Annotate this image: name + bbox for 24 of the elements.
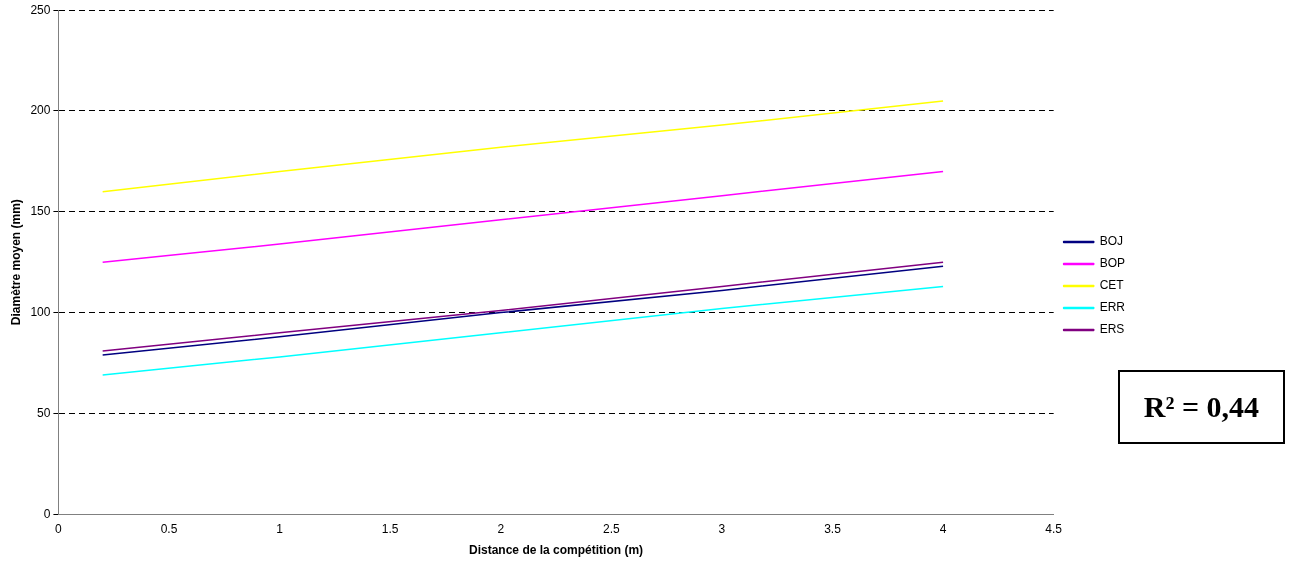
- y-tick-label: 200: [30, 103, 51, 118]
- y-tick-label: 150: [30, 204, 51, 219]
- x-tick-label: 2: [497, 521, 505, 536]
- legend-label: BOP: [1099, 256, 1125, 271]
- x-tick-label: 4.5: [1045, 521, 1063, 536]
- x-tick-label: 0.5: [160, 521, 178, 536]
- x-tick-label: 1.5: [381, 521, 399, 536]
- text: R² = 0,44: [1117, 370, 1285, 444]
- legend-label: ERS: [1099, 322, 1125, 337]
- y-tick-label: 0: [43, 506, 51, 521]
- x-tick-label: 2.5: [602, 521, 620, 536]
- x-axis-title: Distance de la compétition (m): [469, 543, 644, 558]
- x-tick-label: 1: [276, 521, 284, 536]
- x-tick-label: 3: [718, 521, 726, 536]
- x-tick-label: 3.5: [824, 521, 842, 536]
- y-tick-label: 100: [30, 304, 51, 319]
- y-axis-title: Diamètre moyen (mm): [8, 199, 23, 326]
- legend-label: CET: [1099, 278, 1125, 293]
- x-tick-label: 4: [939, 521, 947, 536]
- x-tick-label: 0: [55, 521, 63, 536]
- legend-label: ERR: [1099, 300, 1126, 315]
- y-tick-label: 50: [37, 405, 51, 420]
- legend-label: BOJ: [1099, 234, 1123, 249]
- y-tick-label: 250: [30, 2, 51, 17]
